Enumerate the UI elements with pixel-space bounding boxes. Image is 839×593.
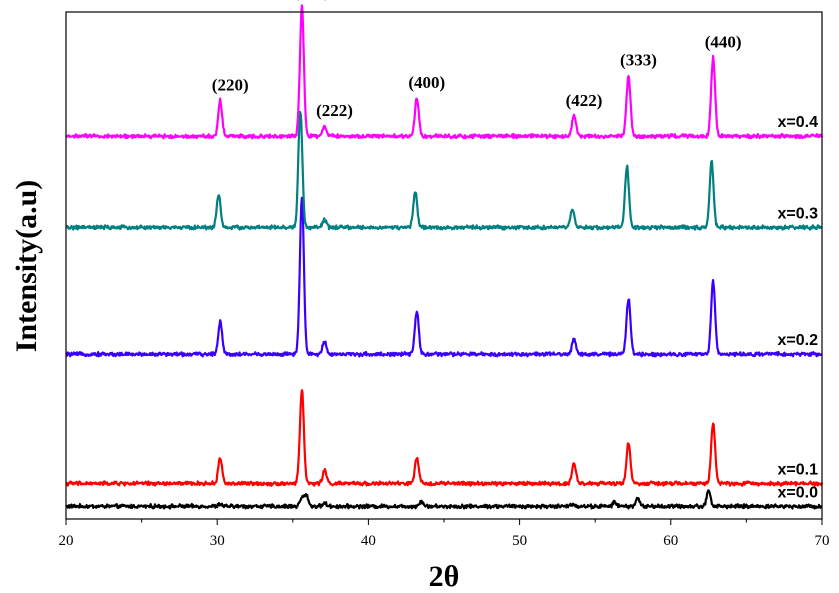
x-tick-label: 20 <box>59 533 74 549</box>
series-line <box>65 4 824 140</box>
x-tick-label: 30 <box>210 533 225 549</box>
peak-label: (311) <box>294 0 330 1</box>
series-label: x=0.0 <box>778 484 819 501</box>
x-tick-label: 70 <box>815 533 830 549</box>
series-labels: x=0.0 x=0.1 x=0.2 x=0.3 x=0.4 <box>778 114 819 501</box>
x-tick-label: 60 <box>663 533 678 549</box>
peak-label: (400) <box>408 73 445 92</box>
x-tick-label: 50 <box>512 533 527 549</box>
series-layer <box>65 4 824 510</box>
series-line <box>65 489 823 510</box>
y-axis-title: Intensity(a.u) <box>10 180 43 353</box>
series-label: x=0.1 <box>778 462 819 479</box>
peak-labels: (220) (311) (222) (400) (422) (333) (440) <box>212 0 742 120</box>
peak-label: (220) <box>212 76 249 95</box>
peak-label: (440) <box>705 33 742 52</box>
series-line <box>65 110 823 231</box>
series-label: x=0.4 <box>778 114 819 131</box>
x-tick-label: 40 <box>361 533 376 549</box>
series-label: x=0.2 <box>778 332 819 349</box>
x-axis-title: 2θ <box>429 560 460 593</box>
x-axis-ticks: 20 30 40 50 60 70 <box>59 519 830 549</box>
peak-label: (222) <box>316 101 353 120</box>
series-label: x=0.3 <box>778 205 819 222</box>
series-line <box>65 389 824 487</box>
peak-label: (422) <box>566 91 603 110</box>
peak-label: (333) <box>620 50 657 69</box>
series-line <box>65 196 823 358</box>
